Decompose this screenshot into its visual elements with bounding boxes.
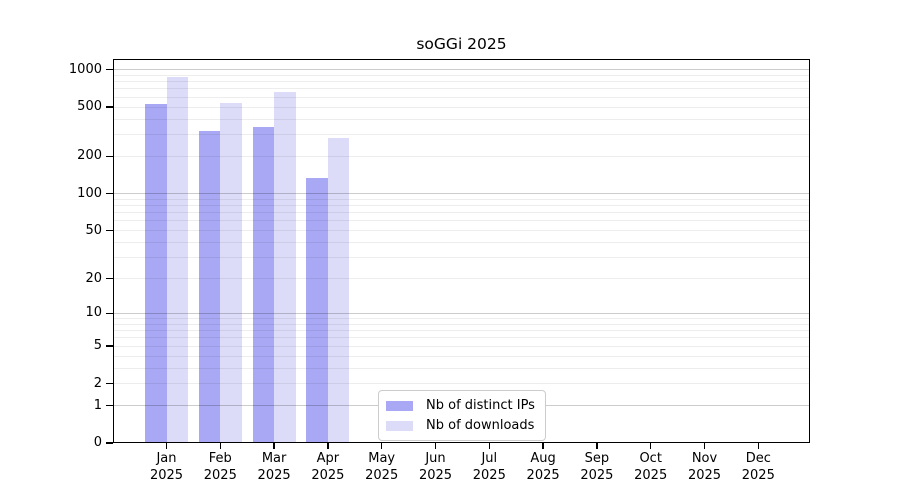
bar-downloads xyxy=(327,138,350,443)
y-axis-tick-label: 50 xyxy=(85,222,102,238)
legend-label: Nb of downloads xyxy=(426,418,535,433)
minor-gridline xyxy=(113,74,810,76)
x-axis-tick xyxy=(165,443,168,449)
x-axis-tick xyxy=(434,443,437,449)
minor-gridline xyxy=(113,155,810,157)
x-axis-tick-label: Apr 2025 xyxy=(311,451,345,483)
minor-gridline xyxy=(113,367,810,369)
y-axis-tick-label: 1000 xyxy=(68,61,102,77)
minor-gridline xyxy=(113,118,810,120)
minor-gridline xyxy=(113,323,810,325)
minor-gridline xyxy=(113,345,810,347)
minor-gridline xyxy=(113,318,810,320)
minor-gridline xyxy=(113,241,810,243)
legend-label: Nb of distinct IPs xyxy=(426,398,535,413)
x-axis-tick-label: Aug 2025 xyxy=(526,451,560,483)
minor-gridline xyxy=(113,383,810,385)
x-axis-tick-label: Jun 2025 xyxy=(418,451,453,483)
x-axis-tick-label: Feb 2025 xyxy=(203,451,237,483)
major-gridline xyxy=(113,193,810,195)
major-gridline xyxy=(113,312,810,314)
y-axis-tick xyxy=(106,382,113,385)
y-axis-tick xyxy=(106,312,113,315)
y-axis-tick-label: 100 xyxy=(77,185,102,201)
x-axis-tick xyxy=(650,443,652,449)
x-axis-tick xyxy=(703,443,706,449)
x-axis-tick-label: Jan 2025 xyxy=(149,451,184,483)
plot-area: Nb of distinct IPs Nb of downloads xyxy=(113,59,810,443)
x-axis-tick xyxy=(488,443,490,449)
y-axis-tick-label: 2 xyxy=(93,375,102,391)
y-axis-tick xyxy=(106,192,113,195)
y-axis-tick xyxy=(106,404,113,407)
x-axis-tick-label: Dec 2025 xyxy=(741,451,775,483)
x-axis-tick-label: May 2025 xyxy=(365,451,399,483)
minor-gridline xyxy=(113,212,810,214)
y-axis-tick-label: 500 xyxy=(77,99,102,115)
bar-distinct-ips xyxy=(306,178,328,443)
y-axis-tick-label: 200 xyxy=(77,148,102,164)
x-axis-tick xyxy=(327,443,329,449)
minor-gridline xyxy=(113,278,810,279)
y-axis-tick-label: 20 xyxy=(85,270,102,286)
x-axis-tick xyxy=(542,443,544,449)
minor-gridline xyxy=(113,88,810,90)
legend-swatch xyxy=(386,420,413,431)
y-axis-tick xyxy=(106,106,113,108)
x-axis-tick-label: Oct 2025 xyxy=(634,451,668,483)
x-axis-tick-label: Sep 2025 xyxy=(580,451,614,483)
x-axis-tick xyxy=(381,443,383,449)
bar-distinct-ips xyxy=(198,131,221,443)
legend-item: Nb of downloads xyxy=(386,418,535,433)
y-axis-tick xyxy=(106,277,113,280)
y-axis-tick xyxy=(106,345,113,347)
minor-gridline xyxy=(113,81,810,83)
y-axis-tick-label: 5 xyxy=(93,338,102,354)
major-gridline xyxy=(113,69,810,71)
minor-gridline xyxy=(113,256,810,258)
minor-gridline xyxy=(113,330,810,332)
x-axis-tick xyxy=(219,443,221,449)
bar-distinct-ips xyxy=(145,103,167,443)
bar-downloads xyxy=(220,102,242,443)
minor-gridline xyxy=(113,96,810,98)
minor-gridline xyxy=(113,106,810,108)
legend-item: Nb of distinct IPs xyxy=(386,398,535,413)
x-axis-tick-label: Nov 2025 xyxy=(687,451,722,483)
y-axis-tick xyxy=(106,442,113,444)
y-axis-tick xyxy=(106,229,113,232)
x-axis-tick xyxy=(596,443,598,449)
minor-gridline xyxy=(113,198,810,200)
y-axis-tick-label: 1 xyxy=(93,397,102,413)
y-axis-tick-label: 10 xyxy=(85,305,102,321)
minor-gridline xyxy=(113,230,810,232)
minor-gridline xyxy=(113,220,810,222)
x-axis-tick-label: Jul 2025 xyxy=(472,451,506,483)
bar-downloads xyxy=(166,77,188,443)
x-axis-tick xyxy=(273,443,275,449)
minor-gridline xyxy=(113,205,810,207)
legend: Nb of distinct IPs Nb of downloads xyxy=(378,390,546,441)
bar-downloads xyxy=(274,92,296,443)
y-axis-tick xyxy=(106,155,113,158)
x-axis-tick xyxy=(757,443,759,449)
y-axis-tick-label: 0 xyxy=(93,435,102,450)
minor-gridline xyxy=(113,355,810,357)
minor-gridline xyxy=(113,134,810,136)
bar-distinct-ips xyxy=(252,127,275,443)
y-axis-tick xyxy=(106,69,113,71)
legend-swatch xyxy=(386,400,413,411)
x-axis-tick-label: Mar 2025 xyxy=(257,451,291,483)
chart-title: soGGi 2025 xyxy=(416,35,507,53)
minor-gridline xyxy=(113,337,810,339)
